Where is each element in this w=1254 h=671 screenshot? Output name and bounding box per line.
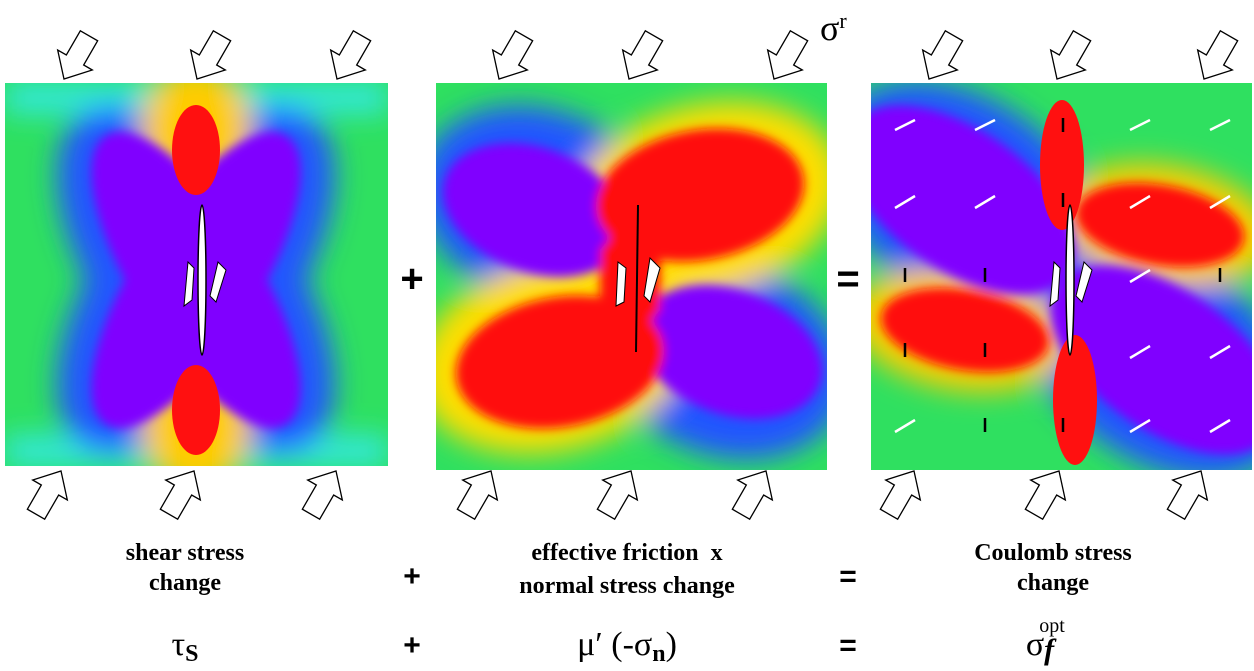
caption-line: normal stress change: [519, 573, 735, 599]
formula: σf: [1026, 626, 1057, 666]
text-part: σ: [1026, 626, 1044, 663]
plus-sign: +: [403, 560, 421, 593]
text-part: n: [652, 641, 665, 667]
caption-line: change: [1017, 570, 1089, 596]
normal-stress-map: [436, 83, 827, 470]
equals-sign: =: [836, 257, 859, 301]
equals-sign: =: [839, 560, 857, 593]
caption-line: effective friction x: [531, 540, 722, 566]
caption-line: Coulomb stress: [974, 540, 1132, 566]
text-part: r: [839, 8, 847, 33]
formula: τS: [171, 626, 198, 667]
text-part: f: [1044, 633, 1057, 666]
caption-line: change: [149, 570, 221, 596]
text-part: ): [666, 626, 677, 663]
caption-line: shear stress: [126, 540, 244, 566]
plus-sign: +: [403, 629, 421, 662]
formula-superscript: opt: [1039, 615, 1065, 637]
text-part: S: [185, 641, 198, 667]
coulomb-stress-map: [871, 83, 1252, 470]
plus-sign: +: [400, 257, 423, 301]
sigma-r-label: σr: [820, 8, 847, 48]
formula: μ′ (-σn): [577, 626, 677, 667]
text-part: μ′ (-σ: [577, 626, 652, 663]
text-part: τ: [171, 626, 185, 663]
text-part: σ: [820, 8, 839, 48]
equals-sign: =: [839, 629, 857, 662]
shear-stress-map: [5, 83, 388, 466]
